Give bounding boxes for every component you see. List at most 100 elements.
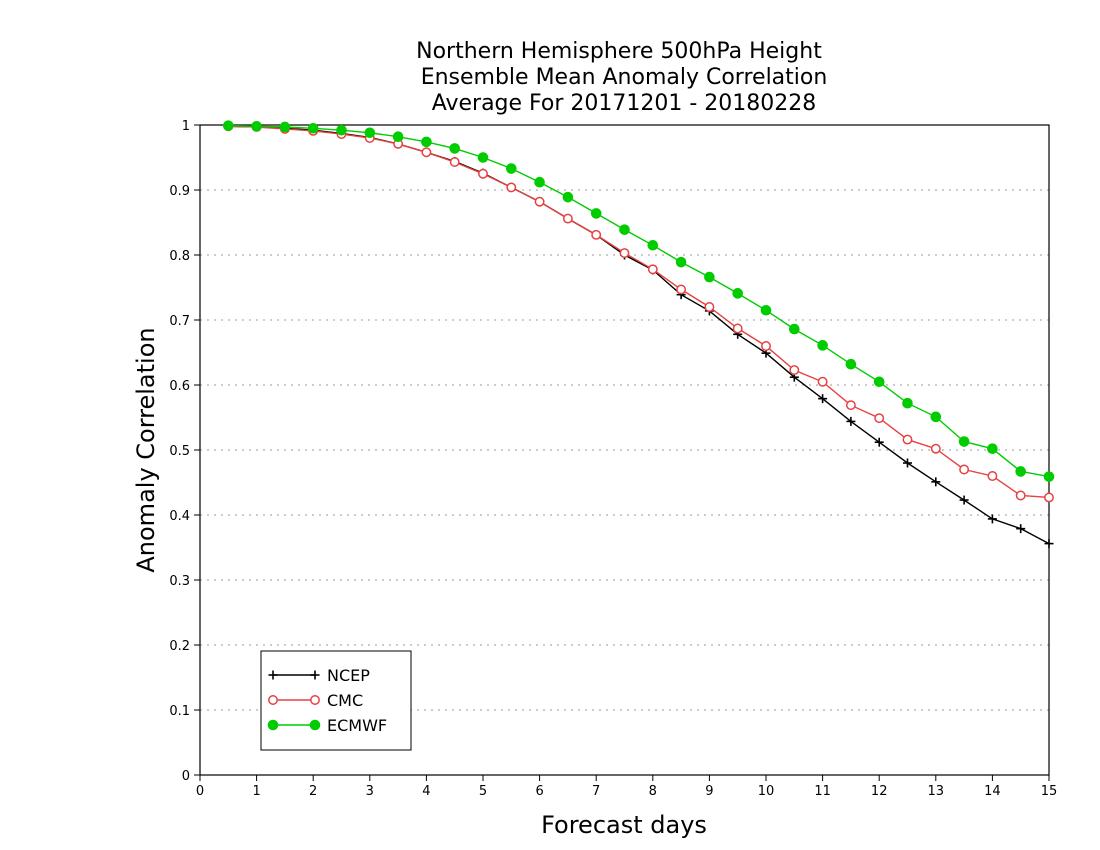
x-tick-label-10: 10 [758,784,775,799]
point-cmc-17 [704,302,715,312]
point-cmc-23 [874,413,885,424]
legend-item-ncep: NCEP [268,666,370,685]
point-ncep-26 [959,495,969,505]
x-tick-label-15: 15 [1041,784,1058,799]
point-ecmwf-5 [364,127,376,139]
point-ecmwf-18 [732,288,744,299]
x-tick-label-5: 5 [479,784,487,799]
point-cmc-20 [789,365,800,375]
point-ncep-29 [1044,539,1054,549]
series-cmc [223,121,1054,503]
legend-label-ncep: NCEP [327,666,370,685]
point-cmc-9 [478,168,488,179]
point-ecmwf-13 [590,208,602,219]
x-tick-label-2: 2 [309,784,317,799]
point-cmc-28 [1015,490,1026,501]
point-cmc-11 [534,196,545,207]
point-cmc-26 [959,464,970,475]
legend: NCEP CMC ECMWF [260,650,412,751]
point-ecmwf-2 [279,121,291,133]
legend-marker-left-ncep [268,670,278,680]
point-cmc-27 [987,471,998,481]
point-cmc-19 [761,341,771,351]
point-ecmwf-25 [930,411,942,423]
y-tick-label-2: 0.2 [169,639,190,654]
point-ncep-24 [903,458,912,468]
grid-lines [200,189,1049,711]
plot-frame [199,124,1050,776]
x-tick-label-8: 8 [649,784,657,799]
x-tick-label-4: 4 [422,784,430,799]
legend-marker-right-cmc [310,695,320,705]
x-axis-label: Forecast days [541,811,707,839]
point-ecmwf-9 [477,152,489,163]
y-tick-label-8: 0.8 [169,249,190,264]
y-tick-label-10: 1 [182,119,190,134]
point-ecmwf-8 [449,143,461,154]
point-ncep-21 [818,394,828,404]
point-ecmwf-16 [675,256,687,268]
x-tick-label-14: 14 [984,784,1001,799]
series-ecmwf [223,120,1055,482]
y-tick-label-5: 0.5 [169,444,190,459]
x-tick-label-9: 9 [705,784,713,799]
point-ecmwf-3 [307,122,319,134]
legend-marker-left-ecmwf [267,719,279,731]
tick-labels: 00.10.20.30.40.50.60.70.80.910 1 2 3 4 5 6 7 8 9 1… [169,119,1057,799]
y-tick-label-0: 0 [182,769,190,784]
point-ecmwf-28 [1015,466,1027,477]
legend-label-ecmwf: ECMWF [327,716,387,735]
x-tick-label-12: 12 [871,784,888,799]
point-cmc-18 [732,323,743,334]
x-tick-label-3: 3 [366,784,374,799]
point-ecmwf-1 [251,121,262,132]
point-ncep-22 [846,416,856,426]
y-tick-label-9: 0.9 [169,184,190,199]
legend-label-cmc: CMC [327,691,363,710]
point-cmc-25 [930,443,941,454]
chart-title-line-1: Northern Hemisphere 500hPa Height [416,39,822,64]
legend-item-ecmwf: ECMWF [267,716,387,735]
point-ecmwf-10 [506,163,517,174]
point-cmc-14 [619,248,630,259]
point-ecmwf-4 [336,124,347,136]
legend-marker-left-cmc [268,695,278,705]
legend-marker-right-ncep [310,670,320,680]
y-tick-label-1: 0.1 [169,704,190,719]
point-ncep-27 [987,514,997,524]
point-cmc-12 [562,213,573,224]
x-tick-label-7: 7 [592,784,600,799]
point-ecmwf-11 [534,176,545,188]
point-cmc-16 [676,284,687,295]
point-cmc-7 [421,147,432,158]
point-cmc-24 [902,434,913,445]
point-ecmwf-23 [873,376,885,388]
x-tick-label-6: 6 [535,784,543,799]
y-tick-label-3: 0.3 [169,574,190,589]
point-ecmwf-12 [562,191,574,203]
point-ncep-28 [1016,524,1026,534]
point-ecmwf-14 [619,224,630,235]
y-axis-label: Anomaly Correlation [132,327,160,572]
series-line-ecmwf [228,124,1050,478]
legend-item-cmc: CMC [268,691,363,710]
point-ncep-25 [931,477,941,487]
y-tick-label-6: 0.6 [169,379,190,394]
point-cmc-15 [647,264,658,275]
series-ncep [223,121,1054,549]
point-ecmwf-7 [421,136,432,148]
point-cmc-22 [845,400,856,411]
chart-title: Northern Hemisphere 500hPa Height Ensemb… [416,39,827,116]
point-ecmwf-15 [647,239,659,251]
point-cmc-10 [506,182,517,193]
point-ecmwf-27 [987,443,998,455]
x-tick-label-0: 0 [196,784,204,799]
chart-title-line-2: Ensemble Mean Anomaly Correlation [421,65,828,90]
chart-title-line-3: Average For 20171201 - 20180228 [432,91,817,116]
point-ecmwf-21 [817,340,828,351]
point-ecmwf-17 [704,271,715,283]
point-ecmwf-0 [223,120,234,131]
point-cmc-13 [591,229,602,240]
point-cmc-8 [449,157,460,168]
point-cmc-29 [1044,492,1054,503]
